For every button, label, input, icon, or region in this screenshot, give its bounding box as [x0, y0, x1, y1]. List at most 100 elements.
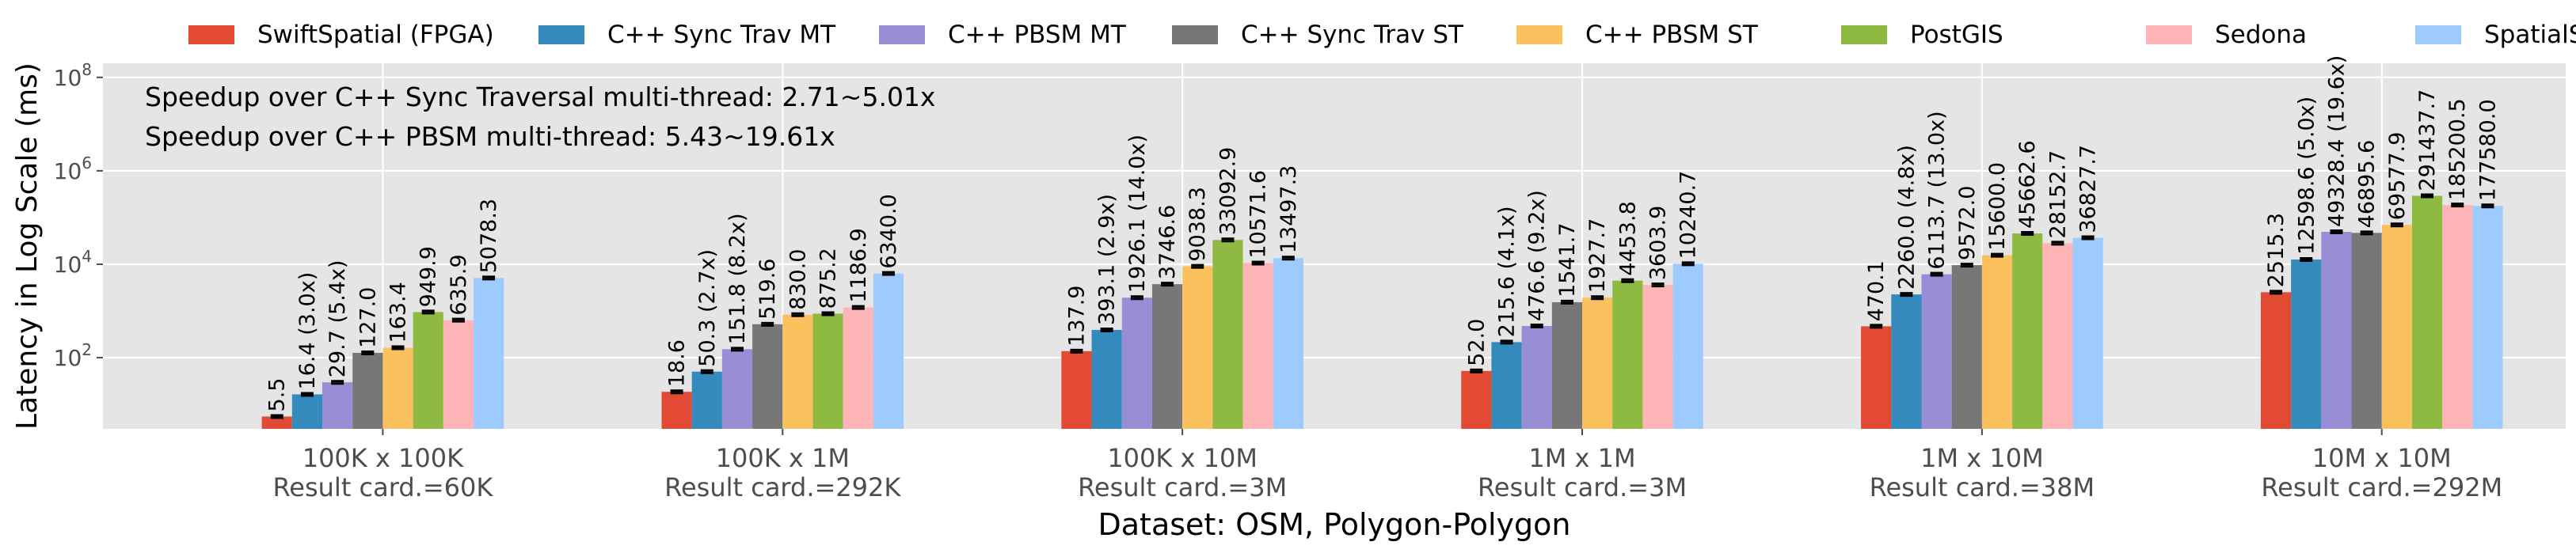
bar [1612, 280, 1643, 429]
bar [661, 392, 692, 429]
plot-area [103, 63, 2566, 429]
bar-value-label: 45662.6 [2015, 140, 2040, 229]
bar [443, 320, 474, 429]
bar-value-label: 4453.8 [1615, 201, 1640, 275]
bar-value-label: 16.4 (3.0x) [295, 272, 320, 390]
bar [1091, 329, 1122, 429]
x-tick-label: 1M x 10M [1920, 443, 2044, 473]
bar-value-label: 52.0 [1464, 319, 1489, 366]
legend-swatch [188, 25, 234, 44]
y-tick-labels: 102 104 106 108 [54, 60, 103, 371]
bar-value-label: 177580.0 [2475, 99, 2500, 201]
bar-value-label: 9038.3 [1185, 187, 1210, 261]
bar-value-label: 69577.9 [2385, 132, 2410, 221]
bar [1061, 350, 1092, 429]
bar-value-label: 476.6 (9.2x) [1525, 190, 1550, 321]
bar [1551, 301, 1583, 429]
x-tick-sublabel: Result card.=3M [1478, 472, 1687, 502]
bar-value-label: 875.2 [816, 248, 841, 309]
bar [1582, 297, 1613, 429]
bar [873, 273, 904, 429]
legend-entry: SwiftSpatial (FPGA) [257, 21, 494, 49]
legend-swatch [879, 25, 925, 44]
bar-value-label: 18.6 [665, 339, 690, 387]
bar [782, 314, 813, 429]
x-tick-label: 10M x 10M [2312, 443, 2452, 473]
bar-labels: 5.516.4 (3.0x) 29.7 (5.4x) 127.0 163.4949.9… [265, 55, 2501, 412]
x-tick-sublabel: Result card.=3M [1078, 472, 1287, 502]
bar [1461, 370, 1492, 429]
bar [2012, 233, 2043, 429]
legend-swatch [1172, 25, 1218, 44]
bar [812, 313, 843, 429]
bar [1242, 263, 1273, 429]
bar-value-label: 291437.7 [2415, 89, 2440, 191]
bar [1951, 265, 1982, 429]
bar-value-label: 137.9 [1064, 286, 1089, 347]
bar-value-label: 36827.7 [2076, 145, 2101, 233]
bar [352, 352, 383, 429]
bar [474, 278, 504, 429]
bar-value-label: 28152.7 [2045, 150, 2070, 239]
bar-value-label: 127.0 [356, 287, 380, 348]
bar [2291, 260, 2322, 429]
bar [691, 371, 722, 429]
bar-value-label: 2260.0 (4.8x) [1894, 145, 1919, 290]
bar-value-label: 830.0 [786, 249, 810, 310]
bar [2472, 206, 2503, 429]
bar-value-label: 10240.7 [1676, 171, 1701, 260]
x-tick-sublabel: Result card.=38M [1870, 472, 2095, 502]
bar [2351, 233, 2382, 429]
bar-value-label: 29.7 (5.4x) [325, 260, 350, 378]
bar-value-label: 1186.9 [847, 228, 871, 302]
bar-value-label: 3746.6 [1155, 205, 1180, 279]
bar [1151, 284, 1183, 429]
bar [1861, 326, 1892, 429]
bar [291, 394, 323, 429]
bar [1642, 285, 1673, 429]
legend-entry: Sedona [2215, 21, 2307, 49]
bar [1491, 342, 1522, 429]
x-tick-label: 100K x 100K [302, 443, 464, 473]
bar-value-label: 519.6 [755, 259, 780, 320]
bar [2072, 237, 2103, 429]
bar [721, 349, 753, 429]
legend-swatch [1841, 25, 1887, 44]
bar-value-label: 10571.6 [1246, 170, 1271, 259]
bar [1182, 266, 1213, 429]
bar-value-label: 1927.7 [1585, 218, 1610, 293]
bar-value-label: 12598.6 (5.0x) [2294, 97, 2319, 255]
bar-value-label: 949.9 [417, 246, 441, 307]
bar-value-label: 635.9 [447, 254, 471, 315]
bar [2442, 205, 2473, 429]
error-bars [270, 193, 2494, 419]
bar-value-label: 9572.0 [1955, 186, 1980, 260]
legend-entry: C++ PBSM ST [1585, 21, 1759, 49]
legend-entry: C++ PBSM MT [948, 21, 1127, 49]
bar [2321, 232, 2352, 429]
y-axis-label: Latency in Log Scale (ms) [11, 63, 44, 430]
bar-value-label: 5078.3 [477, 199, 501, 273]
x-tick-sublabel: Result card.=292M [2261, 472, 2502, 502]
y-tick-label: 102 [54, 340, 92, 371]
bar-value-label: 33092.9 [1216, 147, 1240, 236]
annotations: Speedup over C++ Sync Traversal multi-th… [145, 81, 935, 152]
legend-swatch [2415, 25, 2461, 44]
bar [2260, 292, 2292, 429]
x-tick-label: 1M x 1M [1528, 443, 1635, 473]
legend-swatch [1516, 25, 1562, 44]
bar [382, 347, 413, 429]
y-tick-label: 106 [54, 153, 92, 184]
x-tick-label: 100K x 10M [1107, 443, 1258, 473]
bar [1121, 297, 1152, 429]
bar-value-label: 46895.6 [2355, 140, 2380, 229]
bar-value-label: 13497.3 [1277, 165, 1301, 254]
bar [1891, 294, 1922, 429]
bar-value-label: 5.5 [265, 378, 290, 412]
bar [322, 382, 353, 429]
speedup-annotation: Speedup over C++ Sync Traversal multi-th… [145, 81, 935, 112]
x-axis-label: Dataset: OSM, Polygon-Polygon [1098, 507, 1571, 542]
bar [413, 312, 443, 429]
bar-value-label: 470.1 [1864, 260, 1889, 321]
